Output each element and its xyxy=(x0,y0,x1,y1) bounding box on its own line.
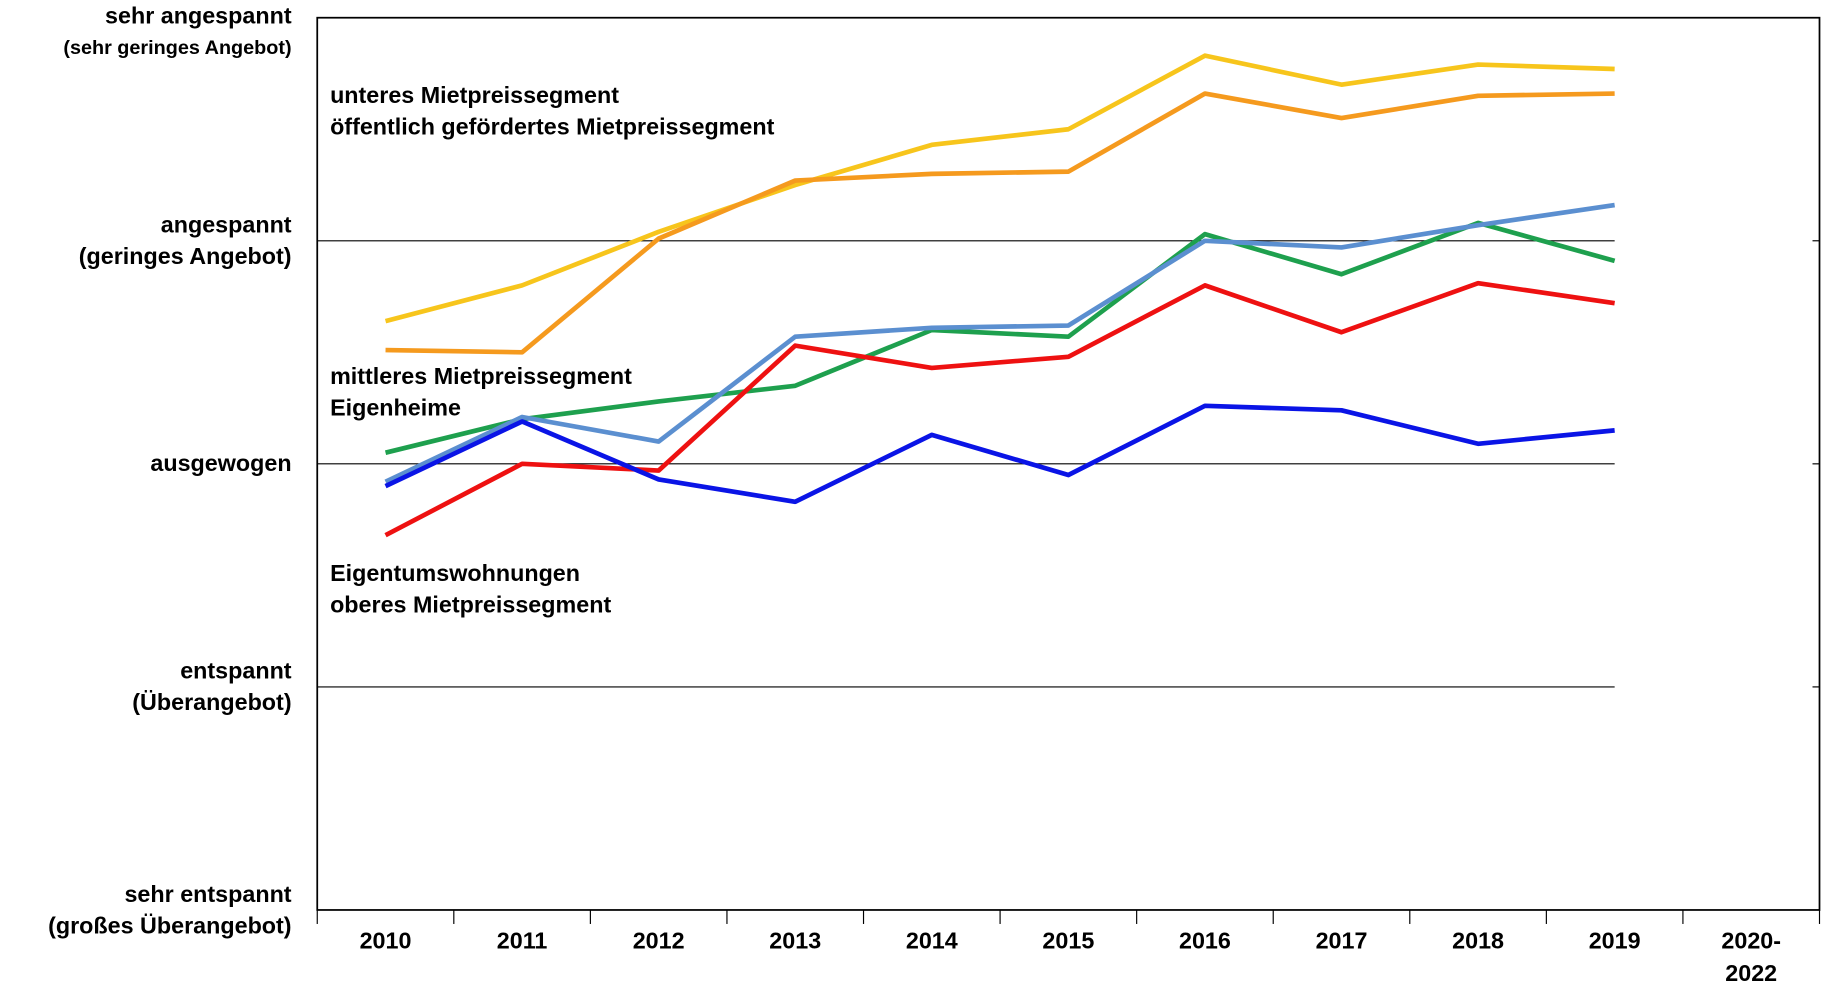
x-tick-label: 2020-2022 xyxy=(1721,927,1781,986)
series-line xyxy=(384,220,1616,455)
legend-label: unteres Mietpreissegment xyxy=(330,82,619,108)
legend-label: Eigenheime xyxy=(330,394,461,420)
x-tick-label: 2016 xyxy=(1179,927,1231,953)
series-line xyxy=(384,280,1615,538)
y-tick-label: ausgewogen xyxy=(150,450,291,476)
x-tick-label: 2015 xyxy=(1042,927,1094,953)
x-tick-label: 2017 xyxy=(1316,927,1368,953)
series-line xyxy=(384,53,1615,324)
legend-label: mittleres Mietpreissegment xyxy=(330,363,632,389)
legend-label: öffentlich gefördertes Mietpreissegment xyxy=(330,113,775,139)
series-line xyxy=(384,403,1615,505)
x-tick-label: 2012 xyxy=(633,927,685,953)
y-tick-label: entspannt (Überangebot) xyxy=(132,658,292,715)
y-tick-label: angespannt (geringes Angebot) xyxy=(79,212,292,269)
y-tick-label: sehr entspannt (großes Überangebot) xyxy=(48,881,292,938)
x-tick-label: 2011 xyxy=(497,927,548,953)
series-line xyxy=(384,202,1615,484)
legend-label: oberes Mietpreissegment xyxy=(330,592,611,618)
legend-label: Eigentumswohnungen xyxy=(330,560,580,586)
y-tick-label: sehr angespannt (sehr geringes Angebot) xyxy=(63,3,291,59)
x-tick-label: 2018 xyxy=(1452,927,1504,953)
series-line xyxy=(385,91,1615,355)
x-tick-label: 2013 xyxy=(769,927,821,953)
x-tick-label: 2010 xyxy=(360,927,412,953)
x-tick-label: 2019 xyxy=(1589,927,1641,953)
x-tick-label: 2014 xyxy=(906,927,958,953)
